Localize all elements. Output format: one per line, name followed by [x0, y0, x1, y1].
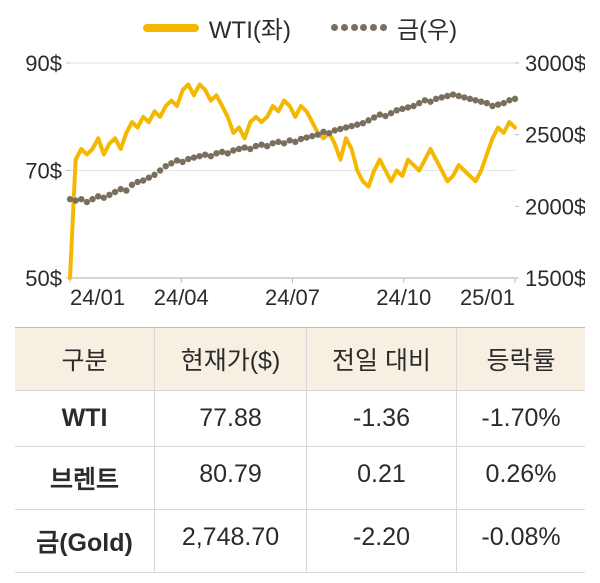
svg-text:70$: 70$: [25, 159, 62, 184]
row-change: -1.36: [307, 391, 457, 446]
table-row: 금(Gold) 2,748.70 -2.20 -0.08%: [15, 510, 585, 573]
legend-item-wti: WTI(좌): [143, 10, 291, 45]
svg-text:2500$: 2500$: [525, 123, 585, 148]
svg-text:3000$: 3000$: [525, 53, 585, 76]
row-label: 금(Gold): [15, 510, 155, 572]
col-header-price: 현재가($): [155, 328, 307, 390]
chart-legend: WTI(좌) 금(우): [15, 10, 585, 45]
chart-svg: 50$ 70$ 90$ 1500$ 2000$ 2500$ 3000$ 24/01 24/04 2…: [15, 53, 585, 313]
col-header-name: 구분: [15, 328, 155, 390]
row-change: 0.21: [307, 447, 457, 509]
col-header-pct: 등락률: [457, 328, 585, 390]
legend-item-gold: 금(우): [331, 10, 457, 45]
legend-swatch-wti: [143, 24, 199, 32]
svg-text:24/10: 24/10: [376, 285, 431, 310]
svg-text:25/01: 25/01: [460, 285, 515, 310]
table-row: WTI 77.88 -1.36 -1.70%: [15, 391, 585, 447]
table-row: 브렌트 80.79 0.21 0.26%: [15, 447, 585, 510]
row-label: 브렌트: [15, 447, 155, 509]
svg-text:24/07: 24/07: [265, 285, 320, 310]
svg-text:50$: 50$: [25, 266, 62, 291]
svg-text:1500$: 1500$: [525, 266, 585, 291]
table-header-row: 구분 현재가($) 전일 대비 등락률: [15, 328, 585, 391]
legend-swatch-gold: [331, 24, 387, 31]
col-header-change: 전일 대비: [307, 328, 457, 390]
row-label: WTI: [15, 391, 155, 446]
svg-text:2000$: 2000$: [525, 194, 585, 219]
svg-text:90$: 90$: [25, 53, 62, 76]
row-price: 2,748.70: [155, 510, 307, 572]
row-pct: -1.70%: [457, 391, 585, 446]
row-price: 77.88: [155, 391, 307, 446]
row-change: -2.20: [307, 510, 457, 572]
row-pct: -0.08%: [457, 510, 585, 572]
legend-label-wti: WTI(좌): [209, 10, 291, 45]
svg-text:24/01: 24/01: [70, 285, 125, 310]
row-price: 80.79: [155, 447, 307, 509]
legend-label-gold: 금(우): [397, 10, 457, 45]
row-pct: 0.26%: [457, 447, 585, 509]
svg-text:24/04: 24/04: [154, 285, 209, 310]
commodity-table: 구분 현재가($) 전일 대비 등락률 WTI 77.88 -1.36 -1.7…: [15, 327, 585, 573]
commodity-chart: 50$ 70$ 90$ 1500$ 2000$ 2500$ 3000$ 24/01 24/04 2…: [15, 53, 585, 313]
